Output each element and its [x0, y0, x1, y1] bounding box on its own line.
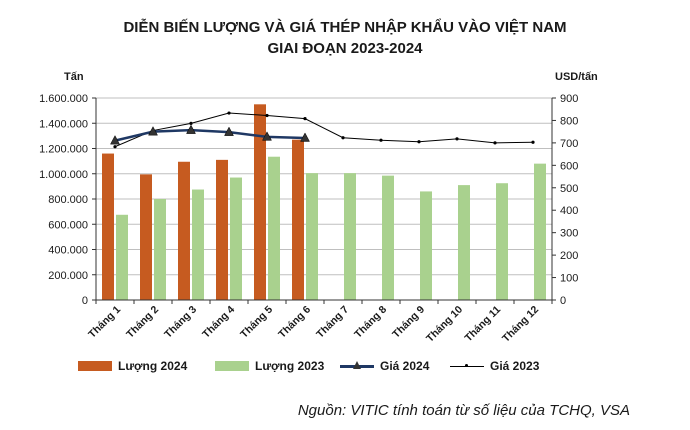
left-axis-tick-label: 1.400.000 [39, 118, 88, 130]
x-axis-category-label: Tháng 10 [424, 304, 465, 345]
right-axis-tick-label: 600 [560, 160, 578, 172]
chart-subtitle: GIAI ĐOẠN 2023-2024 [267, 40, 423, 57]
legend-swatch-luong-2023 [215, 361, 249, 371]
legend-label-gia-2024: Giá 2024 [380, 359, 430, 373]
legend-swatch-luong-2024 [78, 361, 112, 371]
left-axis-tick-label: 200.000 [48, 270, 88, 282]
bar-luong-2023 [192, 189, 204, 300]
bar-luong-2023 [382, 175, 394, 300]
right-axis-tick-label: 500 [560, 183, 578, 195]
right-axis-tick-label: 300 [560, 228, 578, 240]
legend-label-gia-2023: Giá 2023 [490, 359, 540, 373]
bar-luong-2024 [178, 161, 190, 300]
legend-item-gia-2023: Giá 2023 [450, 359, 539, 373]
bar-luong-2023 [344, 173, 356, 300]
gia-2024-line [114, 128, 306, 142]
left-axis-tick-label: 1.200.000 [39, 144, 88, 156]
gia-2023-point [531, 140, 535, 144]
left-axis-tick-label: 600.000 [48, 219, 88, 231]
bar-luong-2023 [154, 199, 166, 300]
right-axis-tick-label: 200 [560, 250, 578, 262]
right-axis-tick-label: 0 [560, 295, 566, 307]
right-axis-tick-label: 700 [560, 138, 578, 150]
bar-luong-2023 [268, 156, 280, 300]
bar-luong-2023 [230, 177, 242, 300]
right-axis-tick-label: 100 [560, 273, 578, 285]
bar-luong-2023 [496, 183, 508, 300]
left-axis-tick-label: 1.600.000 [39, 93, 88, 105]
gia-2024-point [224, 126, 234, 136]
x-axis-category-label: Tháng 11 [462, 304, 503, 345]
x-axis-category-label: Tháng 7 [314, 304, 351, 341]
x-axis-category-label: Tháng 3 [162, 304, 199, 341]
right-axis-tick-label: 400 [560, 205, 578, 217]
gia-2023-point [493, 141, 497, 145]
x-axis-category-label: Tháng 1 [86, 304, 123, 341]
gia-2023-point [113, 145, 117, 149]
chart-title: DIỄN BIẾN LƯỢNG VÀ GIÁ THÉP NHẬP KHẨU VÀ… [123, 19, 567, 36]
bar-luong-2023 [420, 191, 432, 300]
x-axis-category-label: Tháng 12 [500, 304, 541, 345]
left-axis-unit: Tấn [64, 71, 84, 83]
bar-luong-2024 [216, 159, 228, 300]
gia-2023-point [265, 113, 269, 118]
gia-2023-point [455, 137, 459, 141]
legend-label-luong-2023: Lượng 2023 [255, 359, 325, 373]
legend-item-luong-2024: Lượng 2024 [78, 359, 187, 373]
x-axis-category-label: Tháng 9 [390, 304, 427, 341]
gia-2023-point [417, 140, 421, 144]
left-axis-tick-label: 1.000.000 [39, 169, 88, 181]
gia-2024-point [110, 135, 120, 145]
gia-2023-point [189, 121, 193, 125]
x-axis-category-label: Tháng 2 [124, 304, 161, 341]
bar-luong-2023 [116, 214, 128, 300]
right-axis-tick-label: 900 [560, 93, 578, 105]
bar-luong-2024 [102, 153, 114, 300]
right-axis-tick-label: 800 [560, 115, 578, 127]
left-axis-tick-label: 800.000 [48, 194, 88, 206]
left-axis-tick-label: 400.000 [48, 245, 88, 257]
gia-2023-point [227, 111, 231, 115]
x-axis-category-label: Tháng 8 [352, 304, 389, 341]
legend-line-gia-2024 [340, 361, 374, 371]
gia-2023-point [379, 138, 383, 142]
left-axis-tick-label: 0 [82, 295, 88, 307]
x-axis-category-label: Tháng 6 [276, 304, 313, 341]
gia-2024-point [148, 126, 158, 136]
legend-line-gia-2023 [450, 361, 484, 371]
legend-label-luong-2024: Lượng 2024 [118, 359, 188, 373]
legend-item-gia-2024: Giá 2024 [340, 359, 429, 373]
bar-luong-2023 [534, 163, 546, 300]
gia-2024-point [300, 132, 310, 142]
bar-luong-2023 [458, 185, 470, 300]
source-note: Nguồn: VITIC tính toán từ số liệu của TC… [297, 402, 630, 419]
bar-luong-2023 [306, 173, 318, 300]
gia-2023-point [341, 136, 345, 140]
x-axis-category-label: Tháng 4 [200, 304, 237, 341]
gia-2024-point [262, 131, 272, 141]
gia-2024-point [186, 124, 196, 134]
legend-item-luong-2023: Lượng 2023 [215, 359, 324, 373]
bar-luong-2024 [140, 174, 152, 300]
gia-2023-line [114, 112, 534, 148]
x-axis-category-label: Tháng 5 [238, 304, 275, 341]
bar-luong-2024 [292, 139, 304, 300]
bar-luong-2024 [254, 104, 266, 300]
right-axis-unit: USD/tấn [555, 71, 598, 83]
gia-2023-point [303, 117, 307, 121]
